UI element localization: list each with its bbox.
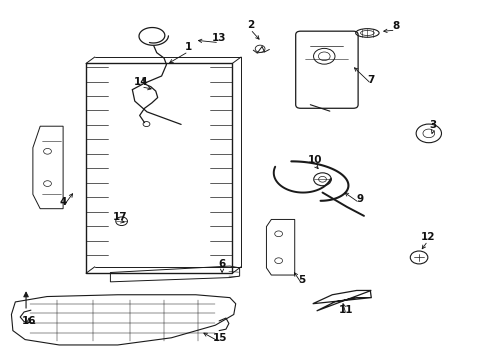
- Text: 4: 4: [60, 197, 67, 207]
- Text: 1: 1: [184, 42, 192, 52]
- Text: 16: 16: [21, 316, 36, 326]
- Text: 12: 12: [420, 232, 434, 242]
- Text: 3: 3: [428, 121, 436, 130]
- Text: 6: 6: [218, 259, 225, 269]
- Text: 7: 7: [367, 75, 374, 85]
- Text: 13: 13: [211, 33, 226, 43]
- Text: 2: 2: [246, 20, 253, 30]
- Text: 14: 14: [134, 77, 148, 87]
- Text: 11: 11: [338, 305, 352, 315]
- Text: 5: 5: [298, 275, 305, 285]
- Text: 17: 17: [113, 212, 127, 222]
- Text: 15: 15: [212, 333, 227, 343]
- Text: 8: 8: [391, 21, 399, 31]
- Text: 9: 9: [355, 194, 363, 204]
- Text: 10: 10: [307, 155, 321, 165]
